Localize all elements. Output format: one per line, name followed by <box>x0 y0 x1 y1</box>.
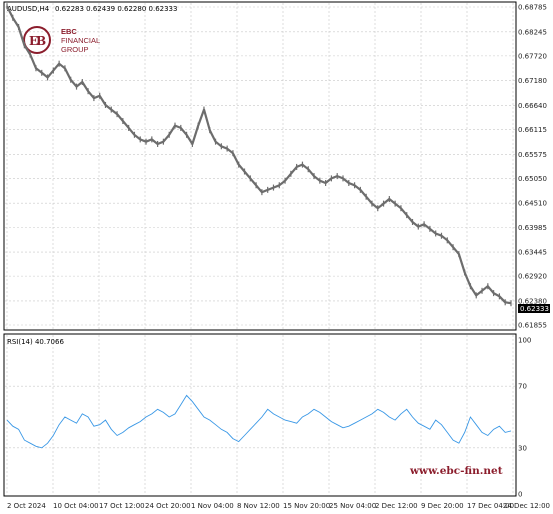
time-tick-label: 17 Dec 04:00 <box>467 502 514 510</box>
rsi-series <box>6 394 512 449</box>
logo-emblem-letters: E <box>29 34 38 48</box>
current-price-badge <box>518 304 550 313</box>
rsi-tick-label: 0 <box>518 491 522 499</box>
rsi-axis: 100 70 30 0 <box>518 337 531 499</box>
time-tick-label: 2 Dec 12:00 <box>375 502 418 510</box>
time-tick-label: 15 Nov 20:00 <box>283 502 330 510</box>
time-tick-label: 2 Oct 2024 <box>7 502 46 510</box>
rsi-tick-label: 100 <box>518 337 531 345</box>
rsi-panel <box>3 333 517 497</box>
price-tick-label: 0.61855 <box>518 322 547 330</box>
price-tick-label: 0.63985 <box>518 224 547 232</box>
rsi-label: RSI(14) 40.7066 <box>7 338 64 346</box>
price-panel <box>3 1 517 331</box>
time-tick-label: 25 Nov 04:00 <box>329 502 376 510</box>
rsi-tick-label: 70 <box>518 383 527 391</box>
price-tick-label: 0.62380 <box>518 297 547 305</box>
price-tick-label: 0.68245 <box>518 28 547 36</box>
price-tick-label: 0.68785 <box>518 4 547 12</box>
ohlc-values: 0.62283 0.62439 0.62280 0.62333 <box>55 5 177 13</box>
price-axis: 0.68785 0.68245 0.67720 0.67180 0.66640 0.661… <box>518 4 547 330</box>
time-tick-label: 1 Nov 04:00 <box>191 502 234 510</box>
price-tick-label: 0.67180 <box>518 77 547 85</box>
price-tick-label: 0.67720 <box>518 52 547 60</box>
time-tick-label: 10 Oct 04:00 <box>53 502 99 510</box>
grid-lines <box>5 3 515 495</box>
time-tick-label: 17 Oct 12:00 <box>99 502 145 510</box>
rsi-tick-label: 30 <box>518 444 527 452</box>
ebc-logo: E B EBC FINANCIAL GROUP <box>23 26 100 54</box>
logo-line-3: GROUP <box>61 45 89 54</box>
symbol-label: AUDUSD,H4 <box>7 5 50 13</box>
logo-emblem-icon <box>23 26 51 54</box>
logo-line-2: FINANCIAL <box>61 36 100 45</box>
price-tick-label: 0.64510 <box>518 200 547 208</box>
time-tick-label: 24 Dec 12:00 <box>503 502 550 510</box>
rsi-line <box>6 394 512 449</box>
current-price-label: 0.62333 <box>520 305 549 313</box>
time-tick-label: 24 Oct 20:00 <box>145 502 191 510</box>
time-axis: 2 Oct 2024 10 Oct 04:00 17 Oct 12:00 24 Oct… <box>7 502 550 510</box>
logo-emblem-letters-2: B <box>36 34 46 48</box>
price-tick-label: 0.65050 <box>518 175 547 183</box>
price-tick-label: 0.66640 <box>518 102 547 110</box>
time-tick-label: 9 Dec 20:00 <box>421 502 464 510</box>
logo-line-1: EBC <box>61 27 77 36</box>
price-tick-label: 0.65575 <box>518 151 547 159</box>
watermark-url: www.ebc-fin.net <box>409 465 503 477</box>
price-tick-label: 0.66115 <box>518 126 547 134</box>
price-series <box>6 3 512 307</box>
time-tick-label: 8 Nov 12:00 <box>237 502 280 510</box>
price-line <box>6 5 512 305</box>
price-tick-label: 0.62920 <box>518 273 547 281</box>
price-tick-label: 0.63445 <box>518 249 547 257</box>
